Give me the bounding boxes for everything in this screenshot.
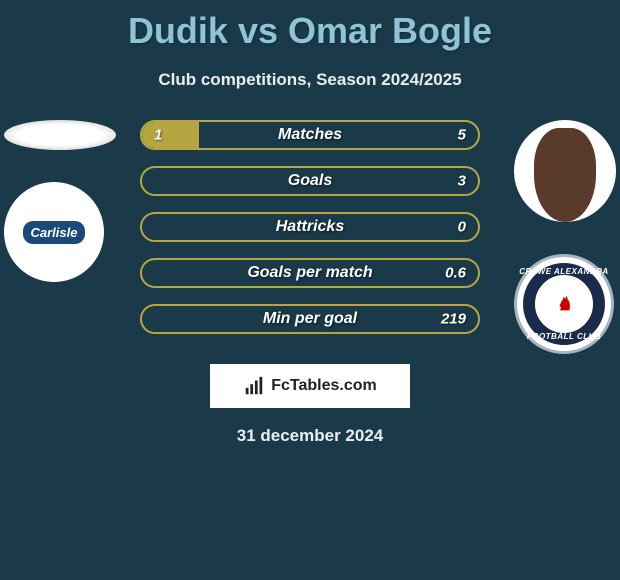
page-title: Dudik vs Omar Bogle: [0, 0, 620, 52]
stat-right-value: 219: [441, 311, 466, 328]
right-club-text-bot: FOOTBALL CLUB: [527, 332, 601, 341]
stat-right-value: 0.6: [445, 265, 466, 282]
club-crest-icon: ♞: [542, 282, 586, 326]
stat-label: Goals per match: [142, 264, 478, 282]
stat-right-value: 5: [458, 127, 466, 144]
left-club-label: Carlisle: [23, 221, 86, 244]
stat-row: 1Matches5: [140, 120, 480, 150]
right-player-photo: [514, 120, 616, 222]
stats-area: Carlisle 1Matches5 Goals3 Hattricks0 Goals …: [0, 120, 620, 350]
left-player-column: Carlisle: [4, 120, 116, 282]
stat-label: Matches: [142, 126, 478, 144]
stat-row: Hattricks0: [140, 212, 480, 242]
stat-row: Min per goal219: [140, 304, 480, 334]
right-club-text-top: CREWE ALEXANDRA: [519, 267, 608, 276]
stat-bars: 1Matches5 Goals3 Hattricks0 Goals per match…: [140, 120, 480, 350]
stat-label: Hattricks: [142, 218, 478, 236]
stat-label: Goals: [142, 172, 478, 190]
footer-brand-label: FcTables.com: [271, 377, 377, 395]
left-club-logo: Carlisle: [4, 182, 104, 282]
stat-right-value: 3: [458, 173, 466, 190]
date-label: 31 december 2024: [0, 426, 620, 446]
stat-row: Goals per match0.6: [140, 258, 480, 288]
subtitle: Club competitions, Season 2024/2025: [0, 70, 620, 90]
stat-right-value: 0: [458, 219, 466, 236]
comparison-card: Dudik vs Omar Bogle Club competitions, S…: [0, 0, 620, 580]
stat-label: Min per goal: [142, 310, 478, 328]
chart-icon: [243, 375, 265, 397]
left-player-photo: [4, 120, 116, 150]
footer-brand[interactable]: FcTables.com: [210, 364, 410, 408]
stat-row: Goals3: [140, 166, 480, 196]
right-player-column: CREWE ALEXANDRA ♞ FOOTBALL CLUB: [514, 120, 616, 354]
right-club-logo: CREWE ALEXANDRA ♞ FOOTBALL CLUB: [514, 254, 614, 354]
